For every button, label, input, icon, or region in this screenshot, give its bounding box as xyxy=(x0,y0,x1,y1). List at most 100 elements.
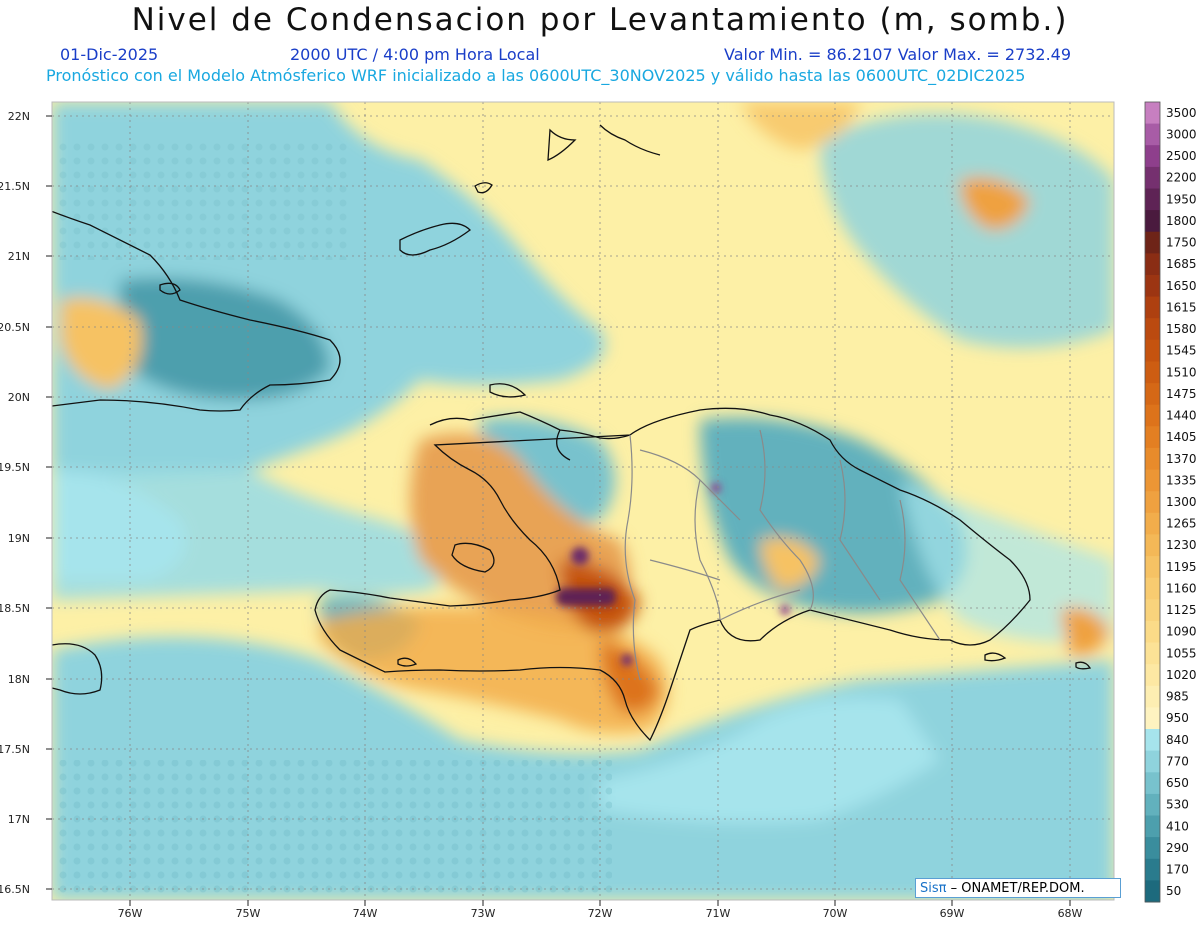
lon-label: 72W xyxy=(588,907,613,920)
longitude-ticks xyxy=(129,900,1071,906)
colorbar-label: 3500 xyxy=(1166,106,1197,120)
colorbar-swatch xyxy=(1145,123,1160,146)
colorbar-swatch xyxy=(1145,599,1160,622)
colorbar-swatch xyxy=(1145,491,1160,514)
colorbar-label: 1545 xyxy=(1166,344,1197,358)
colorbar-label: 950 xyxy=(1166,711,1189,725)
province-borders xyxy=(624,429,941,681)
lon-label: 69W xyxy=(940,907,965,920)
colorbar-swatch xyxy=(1145,188,1160,211)
colorbar-frame xyxy=(1144,101,1161,903)
longitude-labels: 76W 75W 74W 73W 72W 71W 70W 69W 68W xyxy=(118,907,1083,920)
lon-label: 76W xyxy=(118,907,143,920)
lon-label: 73W xyxy=(471,907,496,920)
credit-box: Sisπ – ONAMET/REP.DOM. xyxy=(915,878,1121,898)
colorbar-label: 1195 xyxy=(1166,560,1197,574)
colorbar-swatch xyxy=(1145,469,1160,492)
credit-text: – ONAMET/REP.DOM. xyxy=(946,881,1085,896)
min-max-values: Valor Min. = 86.2107 Valor Max. = 2732.4… xyxy=(724,45,1072,64)
lon-label: 74W xyxy=(353,907,378,920)
colorbar-label: 1020 xyxy=(1166,668,1197,682)
colorbar-swatch xyxy=(1145,858,1160,881)
colorbar-swatch xyxy=(1145,556,1160,579)
colorbar-label: 1370 xyxy=(1166,452,1197,466)
lat-label: 21N xyxy=(8,250,30,263)
colorbar-label: 770 xyxy=(1166,755,1189,769)
map-title: Nivel de Condensacion por Levantamiento … xyxy=(131,2,1069,38)
colorbar-label: 650 xyxy=(1166,776,1189,790)
colorbar: 3500 3000 2500 2200 1950 1800 1750 1685 1650 1615… xyxy=(1144,101,1197,903)
colorbar-label: 1510 xyxy=(1166,365,1197,379)
colorbar-label: 290 xyxy=(1166,841,1189,855)
colorbar-label: 840 xyxy=(1166,733,1189,747)
colorbar-swatch xyxy=(1145,620,1160,643)
colorbar-label: 985 xyxy=(1166,690,1189,704)
colorbar-swatch xyxy=(1145,145,1160,168)
colorbar-swatch xyxy=(1145,231,1160,254)
colorbar-swatch xyxy=(1145,404,1160,427)
colorbar-swatch xyxy=(1145,275,1160,298)
colorbar-swatch xyxy=(1145,318,1160,341)
lat-label: 16.5N xyxy=(0,883,30,896)
colorbar-swatch xyxy=(1145,664,1160,687)
colorbar-label: 1800 xyxy=(1166,214,1197,228)
colorbar-label: 1650 xyxy=(1166,279,1197,293)
lat-label: 20N xyxy=(8,391,30,404)
colorbar-swatch xyxy=(1145,837,1160,860)
colorbar-swatch xyxy=(1145,339,1160,362)
forecast-time: 2000 UTC / 4:00 pm Hora Local xyxy=(290,45,540,64)
colorbar-swatch xyxy=(1145,102,1160,125)
colorbar-swatch xyxy=(1145,383,1160,406)
colorbar-swatch xyxy=(1145,166,1160,189)
colorbar-swatch xyxy=(1145,512,1160,535)
lat-label: 19.5N xyxy=(0,461,30,474)
colorbar-label: 2500 xyxy=(1166,149,1197,163)
latitude-labels: 22N 21.5N 21N 20.5N 20N 19.5N 19N 18.5N … xyxy=(0,110,30,896)
lat-label: 17.5N xyxy=(0,743,30,756)
sispi-logo: Sisπ xyxy=(920,881,947,896)
lat-label: 20.5N xyxy=(0,321,30,334)
colorbar-label: 1750 xyxy=(1166,236,1197,250)
colorbar-swatch xyxy=(1145,793,1160,816)
lat-label: 18.5N xyxy=(0,602,30,615)
colorbar-label: 2200 xyxy=(1166,171,1197,185)
lon-label: 68W xyxy=(1058,907,1083,920)
lat-label: 17N xyxy=(8,813,30,826)
colorbar-swatch xyxy=(1145,447,1160,470)
colorbar-label: 1615 xyxy=(1166,300,1197,314)
colorbar-label: 1440 xyxy=(1166,409,1197,423)
colorbar-swatch xyxy=(1145,253,1160,276)
colorbar-label: 1950 xyxy=(1166,192,1197,206)
colorbar-label: 1475 xyxy=(1166,387,1197,401)
lat-label: 22N xyxy=(8,110,30,123)
coastlines xyxy=(52,124,1092,742)
lat-label: 18N xyxy=(8,673,30,686)
lon-label: 70W xyxy=(823,907,848,920)
colorbar-label: 1125 xyxy=(1166,603,1197,617)
colorbar-label: 1685 xyxy=(1166,257,1197,271)
colorbar-swatch xyxy=(1145,772,1160,795)
gridlines xyxy=(52,102,1114,900)
colorbar-label: 410 xyxy=(1166,819,1189,833)
colorbar-swatch xyxy=(1145,685,1160,708)
colorbar-swatch xyxy=(1145,729,1160,752)
colorbar-swatch xyxy=(1145,210,1160,233)
colorbar-swatch xyxy=(1145,815,1160,838)
lon-label: 71W xyxy=(706,907,731,920)
forecast-date: 01-Dic-2025 xyxy=(60,45,159,64)
latitude-ticks xyxy=(46,115,52,890)
colorbar-label: 170 xyxy=(1166,863,1189,877)
colorbar-swatch xyxy=(1145,534,1160,557)
colorbar-label: 1160 xyxy=(1166,582,1197,596)
colorbar-label: 1265 xyxy=(1166,517,1197,531)
colorbar-swatch xyxy=(1145,361,1160,384)
colorbar-label: 530 xyxy=(1166,798,1189,812)
colorbar-label: 1055 xyxy=(1166,646,1197,660)
colorbar-swatch xyxy=(1145,577,1160,600)
plot-frame xyxy=(51,101,1115,901)
model-description: Pronóstico con el Modelo Atmósferico WRF… xyxy=(46,66,1026,85)
colorbar-swatch xyxy=(1145,750,1160,773)
colorbar-swatch xyxy=(1145,296,1160,319)
colorbar-label: 1090 xyxy=(1166,625,1197,639)
